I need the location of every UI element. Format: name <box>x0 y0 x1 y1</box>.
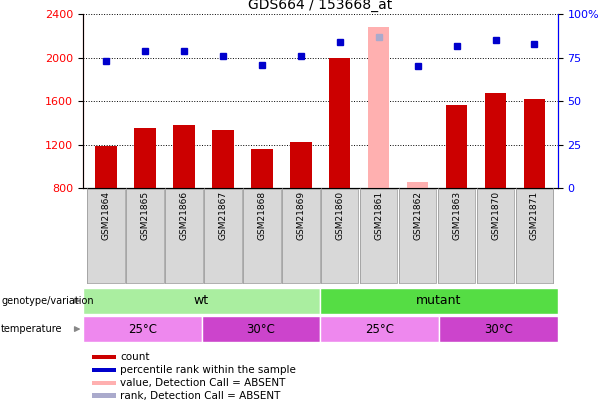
Bar <box>93 394 116 398</box>
FancyBboxPatch shape <box>204 189 242 283</box>
FancyBboxPatch shape <box>321 189 359 283</box>
Text: percentile rank within the sample: percentile rank within the sample <box>120 365 296 375</box>
Text: GSM21860: GSM21860 <box>335 191 345 240</box>
FancyBboxPatch shape <box>438 189 475 283</box>
FancyBboxPatch shape <box>399 189 436 283</box>
Text: 30°C: 30°C <box>484 322 513 336</box>
Text: genotype/variation: genotype/variation <box>1 296 94 306</box>
Bar <box>407 182 428 188</box>
Text: 25°C: 25°C <box>365 322 394 336</box>
Bar <box>368 27 389 188</box>
Text: 25°C: 25°C <box>128 322 157 336</box>
FancyBboxPatch shape <box>477 189 514 283</box>
FancyBboxPatch shape <box>243 189 281 283</box>
Bar <box>134 128 156 188</box>
Text: GSM21868: GSM21868 <box>257 191 267 240</box>
Text: GSM21865: GSM21865 <box>140 191 150 240</box>
Bar <box>524 99 545 188</box>
FancyBboxPatch shape <box>282 189 319 283</box>
Text: count: count <box>120 352 150 362</box>
Text: GSM21866: GSM21866 <box>180 191 189 240</box>
FancyBboxPatch shape <box>360 189 397 283</box>
Text: GSM21864: GSM21864 <box>102 191 110 240</box>
Text: GSM21871: GSM21871 <box>530 191 539 240</box>
Bar <box>93 368 116 372</box>
FancyBboxPatch shape <box>88 189 125 283</box>
Bar <box>93 381 116 385</box>
Text: GSM21863: GSM21863 <box>452 191 461 240</box>
Bar <box>212 130 234 188</box>
FancyBboxPatch shape <box>166 189 203 283</box>
Bar <box>290 142 311 188</box>
Text: mutant: mutant <box>416 294 462 307</box>
FancyBboxPatch shape <box>516 189 553 283</box>
Bar <box>83 316 202 342</box>
Text: temperature: temperature <box>1 324 63 334</box>
Bar <box>202 316 321 342</box>
Bar <box>173 125 195 188</box>
Text: wt: wt <box>194 294 209 307</box>
Text: GSM21861: GSM21861 <box>374 191 383 240</box>
Bar <box>321 316 439 342</box>
Bar <box>96 146 117 188</box>
Text: GSM21869: GSM21869 <box>296 191 305 240</box>
Bar <box>93 355 116 359</box>
Text: 30°C: 30°C <box>246 322 275 336</box>
Bar <box>446 104 467 188</box>
Bar <box>321 288 558 314</box>
Bar <box>83 288 321 314</box>
FancyBboxPatch shape <box>126 189 164 283</box>
Text: GSM21867: GSM21867 <box>218 191 227 240</box>
Title: GDS664 / 153668_at: GDS664 / 153668_at <box>248 0 392 12</box>
Text: value, Detection Call = ABSENT: value, Detection Call = ABSENT <box>120 378 286 388</box>
Bar <box>439 316 558 342</box>
Bar <box>485 92 506 188</box>
Text: GSM21870: GSM21870 <box>491 191 500 240</box>
Bar <box>329 58 351 188</box>
Bar <box>251 149 273 188</box>
Text: rank, Detection Call = ABSENT: rank, Detection Call = ABSENT <box>120 390 280 401</box>
Text: GSM21862: GSM21862 <box>413 191 422 240</box>
